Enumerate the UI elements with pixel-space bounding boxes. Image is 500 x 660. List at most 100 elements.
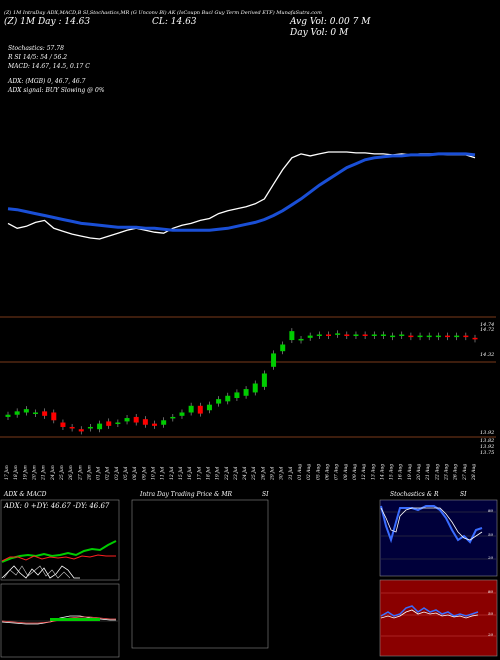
candle (380, 334, 386, 336)
x-date-label: 16 Aug (398, 464, 404, 480)
adx-white-line-2 (3, 565, 71, 579)
candle (97, 423, 103, 430)
candle (344, 334, 350, 336)
candle (32, 412, 38, 414)
candle (170, 416, 176, 419)
x-date-label: 26 Jul (260, 466, 266, 481)
candle (362, 334, 368, 336)
stoch-tick-20: 20 (488, 555, 494, 560)
x-date-label: 24 Jun (50, 465, 56, 481)
price-label-6: 13.92 (480, 444, 495, 450)
main-chart: 17 Jun 18 Jun 19 Jun 20 Jun 21 Jun 24 Jun 25 J… (0, 151, 496, 481)
adx-white-line (1, 565, 80, 579)
x-date-label: 17 Jul (196, 466, 202, 480)
x-date-label: 26 Aug (453, 464, 459, 481)
candle (271, 353, 277, 367)
stoch-blue-line (380, 505, 483, 544)
prev-close-label: (Z) 1M Day : 14.63 (4, 17, 91, 27)
candle (5, 414, 11, 417)
x-date-label: 16 Jul (187, 466, 193, 480)
x-date-label: 11 Jul (160, 466, 166, 480)
x-date-label: 21 Aug (425, 464, 431, 481)
intraday-panel (131, 499, 269, 649)
x-date-label: 21 Jun (41, 465, 47, 481)
stoch-tick-50: 50 (488, 532, 494, 537)
x-date-label: 23 Jul (233, 466, 239, 481)
candle (115, 422, 121, 425)
candle (216, 399, 222, 404)
candle (307, 335, 313, 338)
candle (179, 412, 185, 416)
x-date-label: 18 Jul (205, 466, 211, 480)
price-label-2: 14.72 (480, 327, 495, 333)
rsi-blue-line (380, 605, 479, 617)
x-date-label: 02 Jul (105, 466, 111, 480)
header-line: (Z) 1M IntraDay ADX,MACD,B SI,Stochastic… (4, 10, 322, 16)
adx-label: ADX: (MGB) 0, 46.7, 46.7 (8, 78, 86, 85)
rsi-panel (379, 579, 498, 657)
x-date-label: 08 Jul (132, 466, 138, 480)
x-date-label: 13 Aug (370, 464, 376, 480)
candle (78, 429, 84, 432)
x-date-label: 08 Aug (343, 464, 349, 480)
x-date-label: 27 Jun (77, 465, 83, 481)
stoch-tick-80: 80 (488, 508, 494, 513)
candle (399, 334, 405, 336)
x-date-label: 12 Jul (169, 466, 175, 480)
candle (243, 389, 249, 396)
candle (261, 373, 267, 387)
x-date-label: 23 Aug (444, 464, 450, 481)
x-date-label: 27 Aug (462, 464, 468, 481)
candle (289, 331, 295, 341)
x-date-label: 09 Aug (352, 464, 358, 480)
adx-panel-title: ADX & MACD (4, 491, 47, 498)
x-date-label: 01 Jul (96, 466, 102, 480)
candle (206, 404, 212, 411)
macd-histogram (50, 618, 100, 621)
candle (106, 421, 112, 426)
x-date-label: 15 Aug (389, 464, 395, 480)
candle (298, 338, 304, 341)
x-date-label: 22 Aug (434, 464, 440, 481)
macd-label: MACD: 14.67, 14.5, 0.17 C (8, 63, 90, 70)
rsi-tick-20: 20 (488, 632, 494, 637)
price-label-1: 14.74 (480, 322, 495, 328)
candle (335, 333, 341, 335)
candle (161, 420, 167, 425)
x-date-label: 15 Jul (178, 466, 184, 480)
adx-values-label: ADX: 0 +DY: 46.67 -DY: 46.67 (4, 502, 110, 510)
rsi-label: R SI 14/5: 54 / 56.2 (8, 54, 68, 61)
x-date-label: 25 Jul (251, 466, 257, 481)
stochastics-label: Stochastics: 57.78 (8, 45, 64, 52)
x-date-label: 19 Jul (215, 466, 221, 480)
candle (454, 335, 460, 338)
adx-panel (0, 499, 120, 581)
x-date-label: 01 Aug (297, 464, 303, 480)
candle (60, 422, 66, 427)
x-date-label: 18 Jun (13, 465, 19, 480)
x-date-label: 19 Jun (22, 465, 28, 480)
intraday-si-label: SI (262, 491, 269, 498)
adx-green-line (1, 540, 117, 563)
candle (316, 334, 322, 336)
adx-signal-label: ADX signal: BUY Slowing @ 0% (8, 87, 105, 94)
candle (280, 344, 286, 352)
macd-line (1, 615, 116, 625)
x-date-label: 30 Jul (279, 466, 285, 480)
x-date-label: 09 Jul (141, 466, 147, 480)
close-label: CL: 14.63 (152, 17, 197, 27)
candle (133, 416, 139, 423)
macd-panel (0, 583, 120, 658)
x-date-label: 31 Jul (288, 466, 294, 480)
candle (371, 334, 377, 336)
candle (124, 418, 130, 422)
x-date-label: 12 Aug (361, 464, 367, 480)
candle (14, 411, 20, 415)
candle (325, 334, 331, 336)
candle (445, 335, 451, 338)
x-date-label: 26 Jun (68, 465, 74, 481)
price-label-4: 13.92 (480, 430, 495, 436)
macd-signal-line (1, 616, 116, 624)
candle (463, 335, 469, 338)
x-date-label: 20 Jun (31, 465, 37, 481)
